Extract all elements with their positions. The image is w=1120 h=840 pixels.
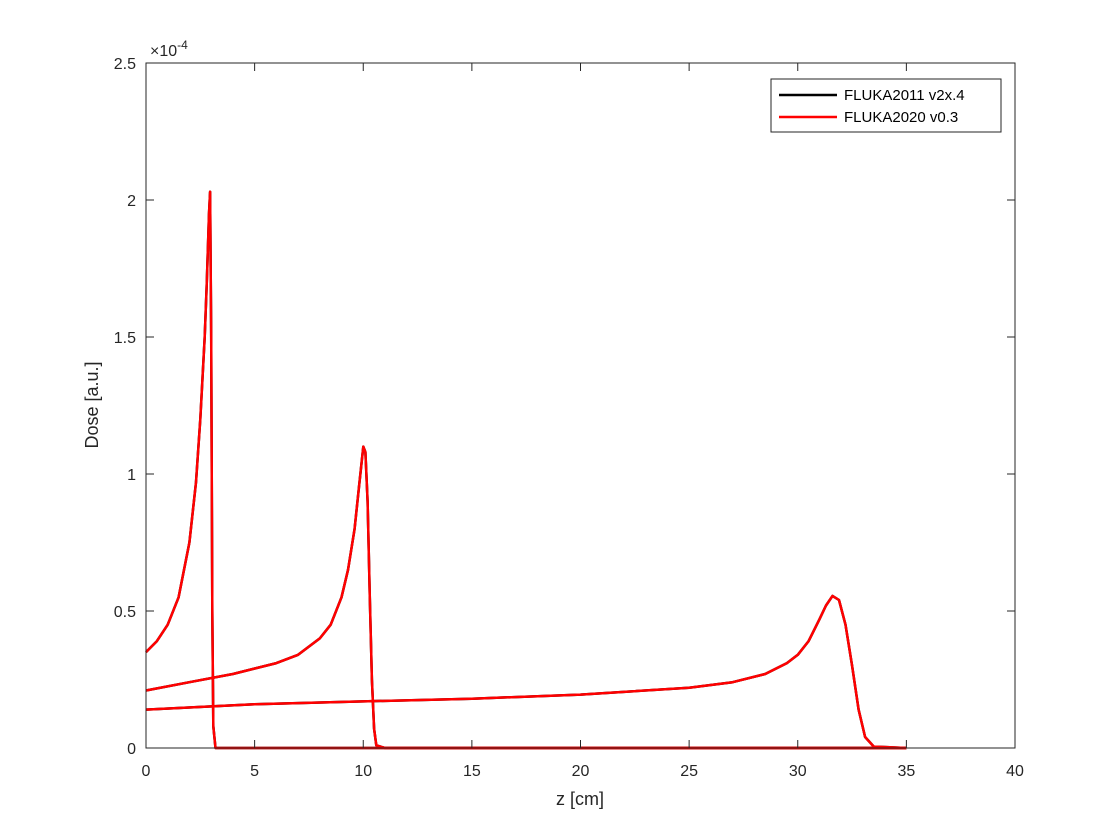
y-tick-label: 2.5 (114, 56, 136, 73)
x-tick-label: 30 (789, 763, 807, 780)
x-tick-label: 15 (463, 763, 481, 780)
x-tick-label: 10 (354, 763, 372, 780)
x-tick-label: 35 (897, 763, 915, 780)
y-exponent-base: ×10 (150, 43, 177, 60)
x-axis-ticks: 0 5 10 15 20 25 30 35 40 (142, 63, 1024, 780)
y-axis-ticks: 0 0.5 1 1.5 2 2.5 (114, 56, 1015, 758)
y-tick-label: 1 (127, 467, 136, 484)
series-line-fluka2020-curve-2 (145, 445, 907, 750)
y-tick-label: 2 (127, 193, 136, 210)
series-layer (145, 190, 907, 750)
x-tick-label: 20 (572, 763, 590, 780)
y-exponent-label: ×10-4 (150, 38, 188, 60)
x-axis-label: z [cm] (556, 789, 604, 809)
x-tick-label: 0 (142, 763, 151, 780)
x-tick-label: 25 (680, 763, 698, 780)
legend-box (770, 78, 1002, 133)
y-tick-label: 0.5 (114, 604, 136, 621)
legend: FLUKA2011 v2x.4 FLUKA2020 v0.3 (770, 78, 1002, 133)
series-line-fluka2020-curve-1 (145, 190, 907, 750)
x-tick-label: 5 (250, 763, 259, 780)
y-exponent-power: -4 (177, 38, 188, 52)
y-tick-label: 0 (127, 741, 136, 758)
y-axis-label: Dose [a.u.] (82, 361, 102, 448)
series-line-fluka2020-curve-3 (145, 594, 907, 750)
plot-area (146, 63, 1015, 748)
y-tick-label: 1.5 (114, 330, 136, 347)
x-tick-label: 40 (1006, 763, 1024, 780)
legend-label-fluka2011: FLUKA2011 v2x.4 (844, 87, 965, 104)
legend-label-fluka2020: FLUKA2020 v0.3 (844, 109, 958, 126)
